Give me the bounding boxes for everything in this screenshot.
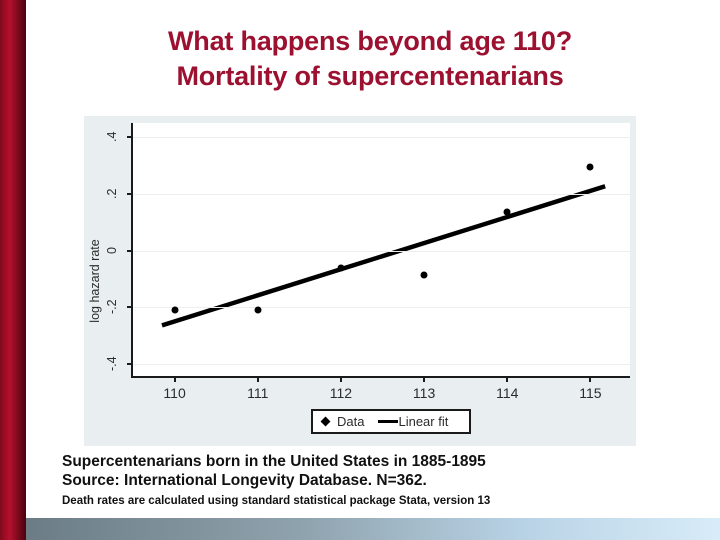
y-axis-tick [127,249,133,252]
page-title-line-2: Mortality of supercentenarians [176,61,564,91]
x-axis-tick-label: 110 [163,385,186,401]
x-axis-tick [256,376,259,382]
data-point [254,306,262,314]
x-axis-tick-label: 115 [579,385,602,401]
caption-line-1: Supercentenarians born in the United Sta… [62,453,486,470]
left-accent-bar-edge [26,0,28,540]
y-axis-tick-label-text: -.2 [105,299,119,315]
linear-fit-line [161,184,606,328]
y-axis-tick [127,362,133,365]
y-axis-tick [127,136,133,139]
gridline-horizontal [133,307,630,309]
plot-region: log hazard rate .4 .2 0 -.2 -.4 110 111 112 113 1… [84,116,636,446]
chart-panel: log hazard rate .4 .2 0 -.2 -.4 110 111 112 113 1… [84,116,636,446]
data-point [171,306,179,314]
y-axis-tick-label-text: .4 [105,131,119,143]
chart-legend: Data Linear fit [311,409,471,434]
x-axis-tick [173,376,176,382]
gridline-horizontal [133,193,630,195]
data-point [503,208,511,216]
page-title: What happens beyond age 110? Mortality o… [40,24,700,94]
legend-label-linear-fit: Linear fit [398,414,449,429]
linear-fit-segment [161,184,606,328]
y-axis-tick-label-text: -.4 [105,356,119,372]
x-axis-tick-label: 113 [412,385,436,401]
x-axis-tick-label: 114 [496,385,519,401]
line-swatch-icon [378,420,399,423]
footer-bar-highlight [26,516,720,518]
data-point [586,163,594,171]
gridline-horizontal [133,137,630,139]
caption-block: Supercentenarians born in the United Sta… [62,452,702,509]
gridline-horizontal [133,363,630,365]
left-accent-bar [0,0,26,540]
y-axis-tick-label-text: .2 [105,188,119,200]
gridline-horizontal [133,250,630,252]
caption-line-3: Death rates are calculated using standar… [62,495,491,507]
x-axis-tick [506,376,509,382]
legend-label-data: Data [337,414,365,429]
footer-accent-bar [26,518,720,540]
x-axis-tick-label: 112 [329,385,353,401]
plot-area: .4 .2 0 -.2 -.4 110 111 112 113 114 115 [105,123,630,401]
y-axis-title: log hazard rate [88,239,102,322]
data-point [337,264,345,271]
caption-line-2: Source: International Longevity Database… [62,472,427,489]
diamond-marker-icon [320,416,331,427]
x-axis-tick [589,376,592,382]
page-title-line-1: What happens beyond age 110? [168,26,572,56]
data-point [420,271,428,279]
y-axis-tick [127,306,133,309]
y-axis-title-text: log hazard rate [88,239,102,323]
x-axis-tick [339,376,342,382]
x-axis-tick-label: 111 [247,385,269,401]
y-axis-tick [127,192,133,195]
y-axis-tick-label-text: 0 [105,247,119,254]
x-axis-tick [423,376,426,382]
